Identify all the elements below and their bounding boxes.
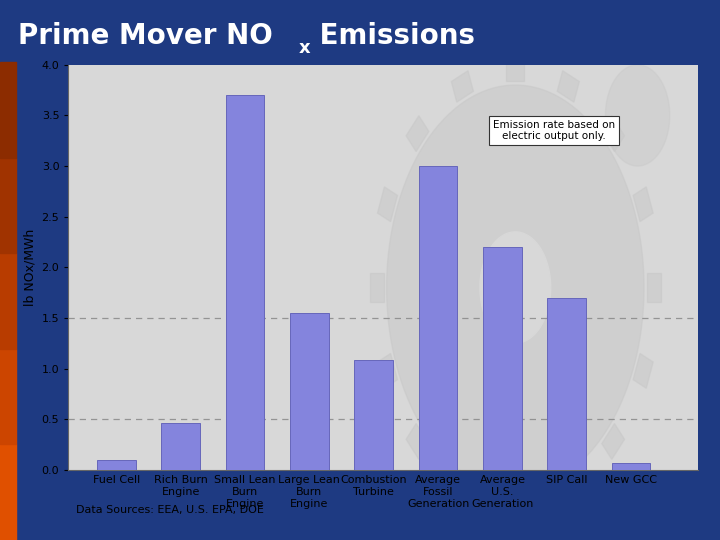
Bar — [290, 313, 329, 470]
Bar — [0, 158, 16, 253]
Polygon shape — [377, 354, 397, 388]
Bar — [354, 361, 393, 470]
Bar — [0, 349, 16, 444]
Polygon shape — [406, 423, 429, 460]
Polygon shape — [633, 187, 653, 221]
Polygon shape — [606, 65, 670, 166]
Bar — [612, 463, 650, 470]
Polygon shape — [647, 273, 661, 302]
Polygon shape — [602, 116, 624, 152]
Polygon shape — [370, 273, 384, 302]
Y-axis label: lb NOx/MWh: lb NOx/MWh — [23, 228, 36, 306]
Bar — [0, 62, 16, 158]
Bar — [547, 298, 586, 470]
Bar — [226, 95, 264, 470]
Polygon shape — [557, 473, 580, 504]
Polygon shape — [557, 71, 580, 102]
Polygon shape — [451, 71, 474, 102]
Text: Data Sources: EEA, U.S. EPA, DOE: Data Sources: EEA, U.S. EPA, DOE — [76, 505, 264, 515]
Text: Emission rate based on
electric output only.: Emission rate based on electric output o… — [493, 120, 615, 141]
Polygon shape — [633, 354, 653, 388]
Polygon shape — [480, 232, 551, 343]
Text: Emissions: Emissions — [310, 22, 474, 50]
Bar — [0, 444, 16, 540]
Bar — [97, 460, 135, 470]
Text: x: x — [299, 39, 310, 57]
Polygon shape — [506, 59, 524, 81]
Polygon shape — [506, 494, 524, 516]
Text: Prime Mover NO: Prime Mover NO — [18, 22, 273, 50]
Polygon shape — [451, 473, 474, 504]
Polygon shape — [377, 187, 397, 221]
Bar — [161, 423, 200, 470]
Polygon shape — [406, 116, 429, 152]
Polygon shape — [387, 85, 644, 490]
Bar — [419, 166, 457, 470]
Polygon shape — [602, 423, 624, 460]
Bar — [483, 247, 522, 470]
Bar — [0, 253, 16, 349]
